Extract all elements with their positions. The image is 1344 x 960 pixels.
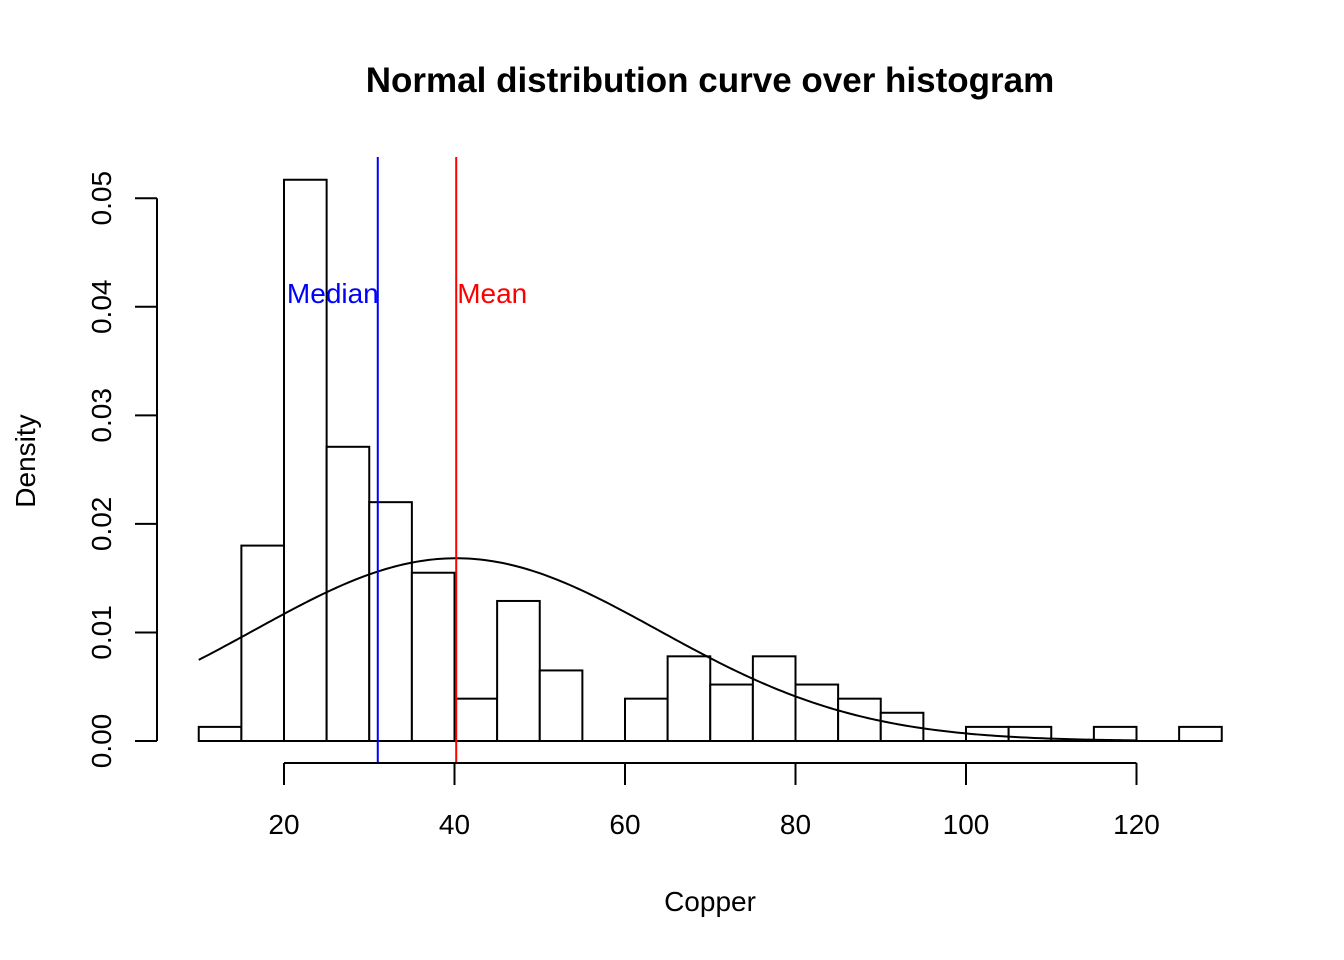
histogram-bar [666, 655, 712, 742]
normal-curve [198, 557, 1137, 742]
histogram-bar [197, 725, 243, 743]
x-axis: 20 40 60 80 100 120 [268, 762, 1160, 840]
histogram-bar [538, 669, 584, 742]
y-tick-label: 0.02 [86, 497, 117, 552]
mean-label: Mean [457, 278, 527, 309]
histogram-bar [709, 683, 754, 743]
y-tick-label: 0.03 [86, 388, 117, 443]
y-tick-label: 0.04 [86, 280, 117, 335]
histogram-bar [1178, 725, 1223, 743]
normal-curve-layer [198, 557, 1137, 742]
histogram-bar [496, 599, 541, 742]
histogram-bar [624, 697, 669, 743]
y-axis: 0.00 0.01 0.02 0.03 0.04 0.05 [86, 171, 158, 769]
chart-title: Normal distribution curve over histogram [366, 61, 1054, 100]
histogram-bar [410, 571, 456, 742]
reference-lines: Median Mean [287, 157, 527, 763]
histogram-bar [325, 445, 371, 742]
x-axis-label: Copper [664, 886, 756, 917]
histogram-bar [794, 683, 840, 743]
histogram-bar [453, 697, 499, 743]
histogram-bar [283, 178, 328, 742]
y-tick-label: 0.00 [86, 714, 117, 769]
x-tick-label: 20 [268, 809, 299, 840]
x-tick-label: 60 [609, 809, 640, 840]
x-tick-label: 100 [943, 809, 990, 840]
histogram-bars [197, 178, 1223, 743]
histogram-bar [751, 655, 797, 742]
histogram-bar [240, 544, 285, 742]
x-tick-label: 120 [1113, 809, 1160, 840]
y-axis-label: Density [10, 414, 41, 507]
y-tick-label: 0.05 [86, 171, 117, 226]
x-tick-label: 40 [439, 809, 470, 840]
median-label: Median [287, 278, 379, 309]
x-tick-label: 80 [780, 809, 811, 840]
y-tick-label: 0.01 [86, 605, 117, 660]
histogram-bar [368, 501, 413, 742]
